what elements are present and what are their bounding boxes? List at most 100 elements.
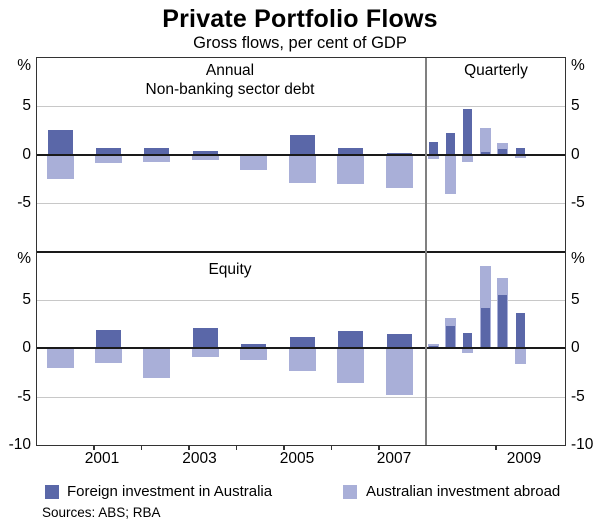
- bar-foreign-investment-2009Q1: [498, 295, 508, 349]
- bar-foreign-investment-2007: [386, 333, 412, 349]
- annotation-annual: Annual: [205, 62, 255, 79]
- bar-foreign-investment-2009Q2: [515, 147, 525, 155]
- bar-australian-abroad-2004: [240, 154, 268, 170]
- x-tick-label: 2003: [182, 450, 217, 467]
- y-tick-label: 5: [22, 97, 31, 115]
- bar-australian-abroad-2009Q2: [514, 348, 526, 364]
- bar-australian-abroad-2008Q2: [444, 154, 456, 195]
- x-axis-tick: [378, 445, 380, 450]
- bar-australian-abroad-2003: [191, 348, 219, 357]
- bar-foreign-investment-2008Q4: [480, 151, 490, 155]
- zero-axis: [37, 347, 565, 350]
- gridline: [37, 396, 565, 398]
- bar-australian-abroad-2009Q2: [514, 154, 526, 159]
- bar-foreign-investment-2008Q3: [463, 332, 473, 349]
- bar-australian-abroad-2002: [143, 154, 171, 163]
- bar-foreign-investment-2006: [338, 330, 364, 349]
- bar-australian-abroad-2006: [337, 348, 365, 384]
- bar-foreign-investment-2009Q1: [498, 148, 508, 155]
- x-axis-tick: [140, 445, 142, 450]
- x-tick-label: 2007: [376, 450, 412, 467]
- bar-foreign-investment-2002: [144, 147, 170, 155]
- bar-australian-abroad-2008Q1: [427, 344, 439, 349]
- bar-foreign-investment-2008Q3: [463, 109, 473, 155]
- y-tick-label: -5: [571, 193, 585, 211]
- quarterly-divider: [425, 58, 427, 445]
- bar-australian-abroad-2006: [337, 154, 365, 184]
- legend-swatch-australian-abroad: [343, 485, 357, 499]
- bar-foreign-investment-2001: [95, 147, 121, 155]
- bar-foreign-investment-2009Q2: [515, 313, 525, 349]
- bar-australian-abroad-2008Q3: [462, 348, 474, 354]
- x-axis-tick: [330, 445, 332, 450]
- y-tick-label: 5: [571, 290, 580, 308]
- sources-note: Sources: ABS; RBA: [42, 505, 161, 520]
- bar-australian-abroad-2003: [191, 154, 219, 161]
- y-tick-label: -5: [17, 193, 31, 211]
- x-axis-tick: [93, 445, 95, 450]
- bar-foreign-investment-2008Q1: [428, 141, 438, 155]
- bar-australian-abroad-2000: [46, 154, 74, 179]
- bar-foreign-investment-2005: [289, 135, 315, 155]
- bar-australian-abroad-2001: [94, 154, 122, 164]
- bar-foreign-investment-2008Q4: [480, 307, 490, 349]
- zero-axis: [37, 153, 565, 156]
- bar-foreign-investment-2006: [338, 147, 364, 155]
- bar-foreign-investment-2003: [192, 150, 218, 155]
- bar-australian-abroad-2005: [288, 154, 316, 183]
- bar-foreign-investment-2008Q2: [445, 326, 455, 349]
- bar-australian-abroad-2000: [46, 348, 74, 368]
- bar-foreign-investment-2001: [95, 329, 121, 349]
- panel-separator: [37, 250, 565, 253]
- chart-subtitle: Gross flows, per cent of GDP: [193, 34, 407, 52]
- gridline: [37, 299, 565, 301]
- y-tick-label: -10: [571, 436, 594, 453]
- x-axis-tick: [235, 445, 237, 450]
- gridline: [37, 106, 565, 108]
- y-tick-label: 0: [22, 339, 31, 357]
- chart-title: Private Portfolio Flows: [162, 5, 438, 33]
- x-tick-label: 2001: [84, 450, 120, 467]
- plot-frame: [35, 56, 566, 446]
- annotation-quarterly: Quarterly: [464, 62, 528, 79]
- bar-australian-abroad-2008Q3: [462, 154, 474, 163]
- x-axis-tick: [495, 445, 497, 450]
- bar-australian-abroad-2008Q4: [479, 128, 491, 155]
- y-tick-label: 5: [22, 290, 31, 308]
- annotation-debt-panel: Non-banking sector debt: [145, 81, 315, 98]
- bar-foreign-investment-2005: [289, 336, 315, 349]
- y-tick-label: 0: [22, 145, 31, 163]
- x-axis-tick: [283, 445, 285, 450]
- x-tick-label: 2009: [506, 450, 542, 467]
- bar-australian-abroad-2002: [143, 348, 171, 379]
- legend-swatch-foreign-investment: [45, 485, 59, 499]
- bar-australian-abroad-2005: [288, 348, 316, 371]
- y-tick-label: 5: [571, 97, 580, 115]
- bar-foreign-investment-2000: [47, 130, 73, 155]
- x-tick-label: 2005: [279, 450, 315, 467]
- y-axis-unit: %: [571, 56, 585, 74]
- y-tick-label: -5: [571, 387, 585, 405]
- legend-label-foreign-investment: Foreign investment in Australia: [67, 483, 273, 500]
- bar-foreign-investment-2008Q2: [445, 133, 455, 155]
- bar-australian-abroad-2008Q1: [427, 154, 439, 160]
- y-axis-unit: %: [17, 56, 31, 74]
- y-tick-label: 0: [571, 145, 580, 163]
- bar-foreign-investment-2003: [192, 327, 218, 349]
- bar-australian-abroad-2007: [385, 348, 413, 395]
- bar-australian-abroad-2007: [385, 154, 413, 189]
- bar-australian-abroad-2004: [240, 348, 268, 360]
- bar-foreign-investment-2004: [241, 344, 267, 349]
- y-tick-label: -10: [8, 436, 31, 453]
- y-axis-unit: %: [17, 250, 31, 267]
- legend-label-australian-abroad: Australian investment abroad: [366, 483, 561, 500]
- y-axis-unit: %: [571, 250, 585, 267]
- y-tick-label: -5: [17, 387, 31, 405]
- y-tick-label: 0: [571, 339, 580, 357]
- bar-australian-abroad-2008Q4: [479, 266, 491, 349]
- bar-australian-abroad-2001: [94, 348, 122, 363]
- x-axis-tick: [188, 445, 190, 450]
- gridline: [37, 202, 565, 204]
